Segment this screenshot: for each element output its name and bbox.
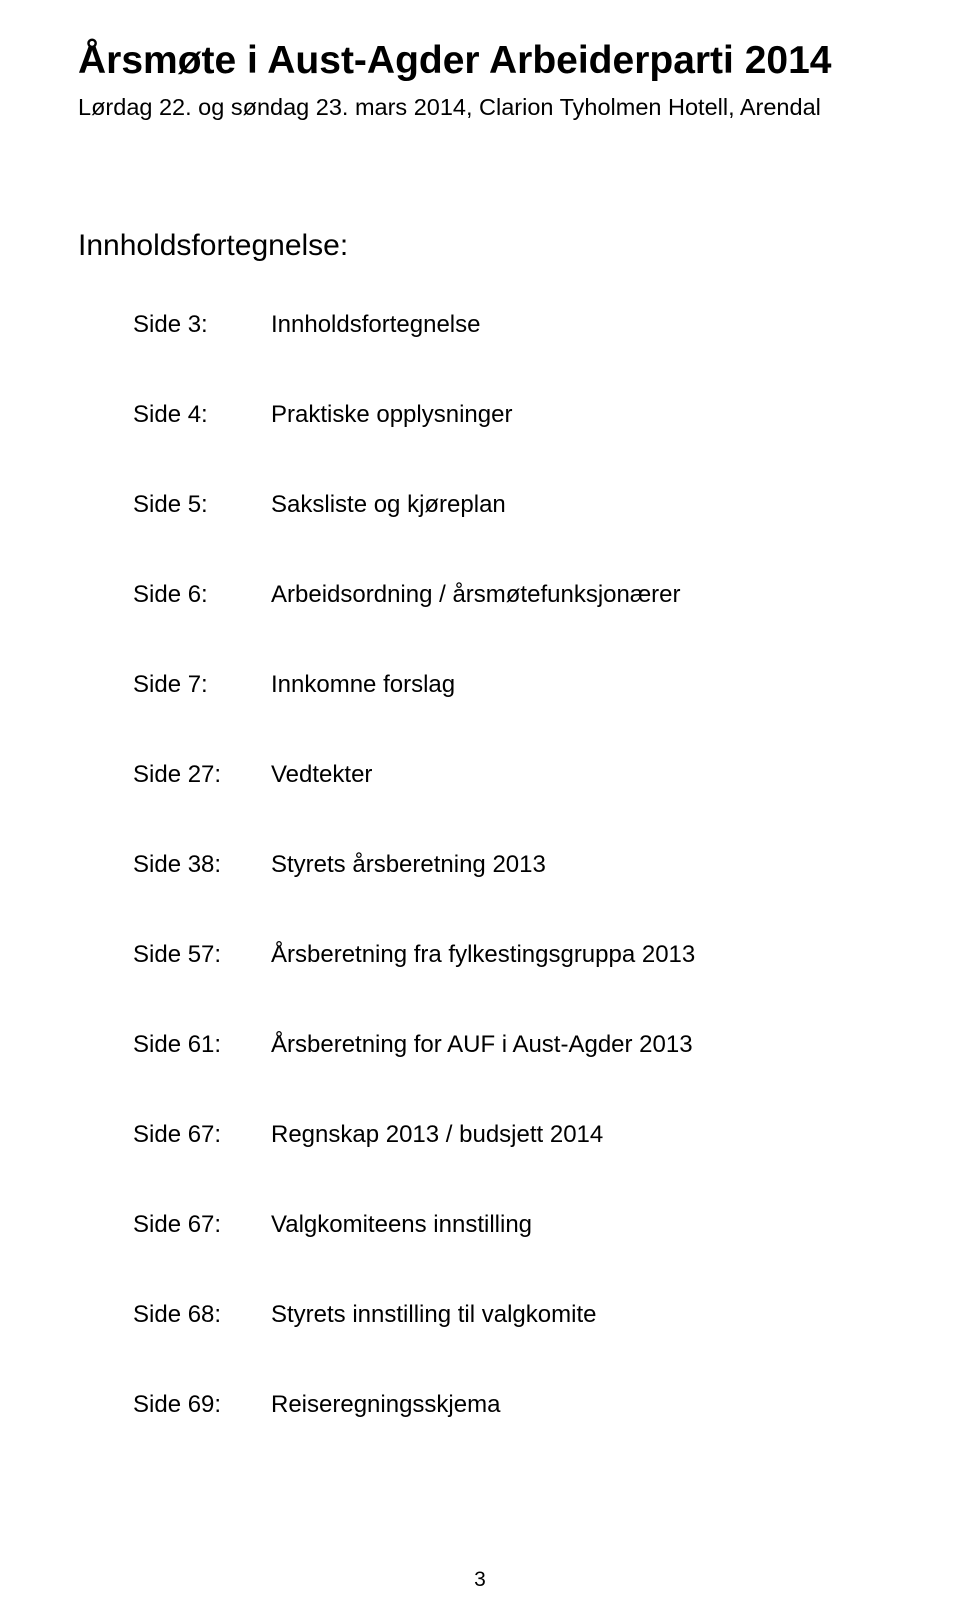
toc-desc: Innkomne forslag <box>271 671 455 699</box>
toc-label: Side 3: <box>78 311 271 339</box>
toc-label: Side 5: <box>78 491 271 519</box>
toc-desc: Regnskap 2013 / budsjett 2014 <box>271 1121 603 1149</box>
toc-row: Side 5: Saksliste og kjøreplan <box>78 491 912 519</box>
toc-desc: Praktiske opplysninger <box>271 401 512 429</box>
toc-row: Side 68: Styrets innstilling til valgkom… <box>78 1301 912 1329</box>
toc-row: Side 27: Vedtekter <box>78 761 912 789</box>
toc-desc: Saksliste og kjøreplan <box>271 491 506 519</box>
toc-row: Side 67: Valgkomiteens innstilling <box>78 1211 912 1239</box>
toc-desc: Styrets årsberetning 2013 <box>271 851 546 879</box>
toc-header: Innholdsfortegnelse: <box>78 229 912 263</box>
toc-row: Side 38: Styrets årsberetning 2013 <box>78 851 912 879</box>
toc-label: Side 68: <box>78 1301 271 1329</box>
toc-label: Side 69: <box>78 1391 271 1419</box>
toc-label: Side 38: <box>78 851 271 879</box>
toc-label: Side 61: <box>78 1031 271 1059</box>
document-subtitle: Lørdag 22. og søndag 23. mars 2014, Clar… <box>78 91 912 124</box>
toc-label: Side 4: <box>78 401 271 429</box>
toc-label: Side 27: <box>78 761 271 789</box>
toc-desc: Styrets innstilling til valgkomite <box>271 1301 596 1329</box>
toc-label: Side 67: <box>78 1121 271 1149</box>
document-title: Årsmøte i Aust-Agder Arbeiderparti 2014 <box>78 38 912 85</box>
toc-list: Side 3: Innholdsfortegnelse Side 4: Prak… <box>78 311 912 1419</box>
toc-desc: Vedtekter <box>271 761 372 789</box>
toc-label: Side 57: <box>78 941 271 969</box>
toc-label: Side 7: <box>78 671 271 699</box>
toc-row: Side 67: Regnskap 2013 / budsjett 2014 <box>78 1121 912 1149</box>
toc-row: Side 4: Praktiske opplysninger <box>78 401 912 429</box>
toc-desc: Innholdsfortegnelse <box>271 311 480 339</box>
toc-label: Side 6: <box>78 581 271 609</box>
toc-desc: Valgkomiteens innstilling <box>271 1211 532 1239</box>
toc-desc: Reiseregningsskjema <box>271 1391 500 1419</box>
toc-row: Side 57: Årsberetning fra fylkestingsgru… <box>78 941 912 969</box>
toc-row: Side 7: Innkomne forslag <box>78 671 912 699</box>
toc-desc: Årsberetning fra fylkestingsgruppa 2013 <box>271 941 695 969</box>
toc-label: Side 67: <box>78 1211 271 1239</box>
toc-desc: Arbeidsordning / årsmøtefunksjonærer <box>271 581 681 609</box>
toc-row: Side 6: Arbeidsordning / årsmøtefunksjon… <box>78 581 912 609</box>
toc-row: Side 61: Årsberetning for AUF i Aust-Agd… <box>78 1031 912 1059</box>
toc-desc: Årsberetning for AUF i Aust-Agder 2013 <box>271 1031 693 1059</box>
toc-row: Side 3: Innholdsfortegnelse <box>78 311 912 339</box>
toc-row: Side 69: Reiseregningsskjema <box>78 1391 912 1419</box>
page-number: 3 <box>474 1568 486 1592</box>
